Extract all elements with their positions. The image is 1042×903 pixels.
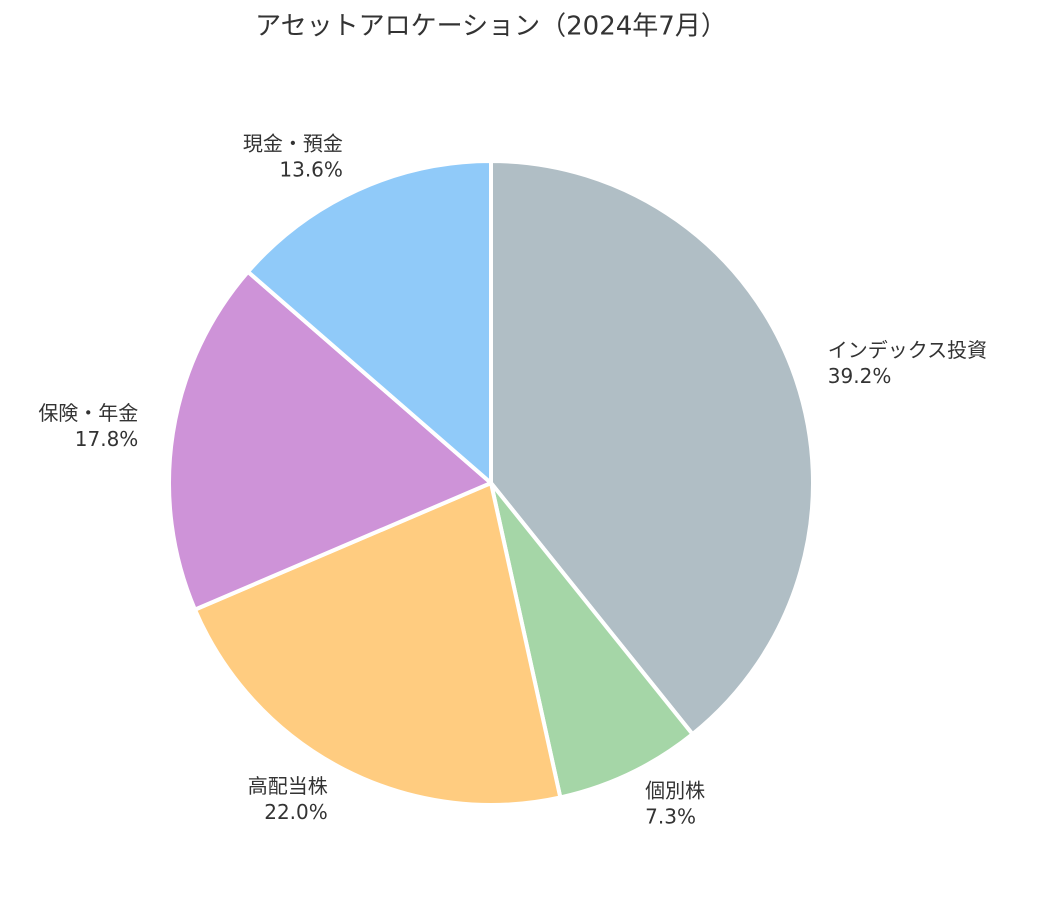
value-label: 7.3% bbox=[645, 804, 696, 828]
pie-slice bbox=[489, 159, 815, 737]
pie-slice bbox=[245, 159, 493, 485]
value-label: 39.2% bbox=[828, 364, 892, 388]
pie-slice bbox=[489, 481, 695, 800]
value-label: 22.0% bbox=[264, 800, 328, 824]
pie-slice bbox=[192, 481, 563, 807]
slice-label: インデックス投資 bbox=[828, 338, 987, 362]
chart-title: アセットアロケーション（2024年7月） bbox=[255, 12, 727, 42]
slice-label: 現金・預金 bbox=[243, 132, 343, 156]
pie-slice bbox=[167, 269, 493, 612]
value-label: 13.6% bbox=[279, 158, 343, 182]
slice-label: 保険・年金 bbox=[38, 401, 138, 425]
slice-label: 高配当株 bbox=[248, 774, 328, 798]
slice-label: 個別株 bbox=[645, 778, 705, 802]
value-label: 17.8% bbox=[75, 427, 139, 451]
